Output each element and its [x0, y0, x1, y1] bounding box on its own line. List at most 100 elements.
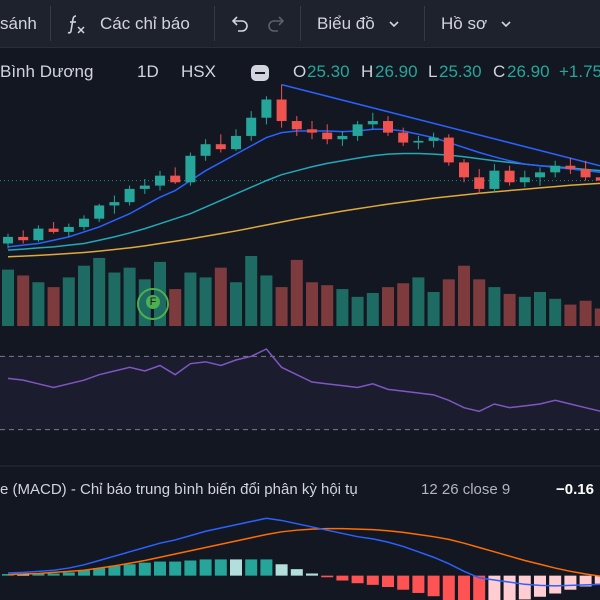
ma-mid-line — [7, 152, 600, 251]
macd-histogram-bar — [473, 575, 486, 600]
volume-bar — [230, 282, 242, 326]
volume-bar — [518, 296, 531, 326]
ma-slow-line — [7, 182, 600, 258]
symbol-name[interactable]: Bình Dương — [0, 62, 94, 81]
open-key: O — [293, 62, 307, 81]
volume-bar — [290, 259, 303, 326]
volume-bar — [184, 272, 197, 326]
event-marker-letter: F — [146, 295, 160, 309]
change-value: +1.75 — [559, 62, 600, 81]
undo-icon — [228, 13, 250, 35]
candle-body — [246, 117, 257, 136]
top-toolbar: sánh Các chỉ báo — [0, 0, 600, 48]
chevron-down-icon — [387, 17, 401, 31]
candle-body — [565, 165, 576, 170]
candle-body — [459, 162, 469, 178]
volume-bar — [503, 293, 516, 326]
chart-canvas[interactable] — [0, 48, 600, 600]
volume-bar — [306, 282, 318, 326]
toolbar-divider — [300, 6, 301, 41]
candle-body — [322, 132, 333, 140]
volume-bar — [199, 277, 212, 326]
candle-body — [580, 169, 591, 178]
macd-histogram-bar — [564, 575, 577, 590]
undo-button[interactable] — [228, 0, 250, 47]
macd-histogram-bar — [17, 574, 30, 576]
volume-bar — [260, 275, 273, 326]
low-key: L — [428, 62, 438, 81]
macd-histogram-bar — [154, 561, 166, 576]
symbol-legend: Bình Dương 1D HSX O 25.30 H 26.90 L 25.3… — [0, 58, 600, 86]
volume-bar — [534, 291, 546, 326]
candle-body — [443, 137, 454, 163]
macd-histogram-bar — [62, 572, 75, 576]
macd-histogram-bar — [503, 575, 516, 600]
volume-bar — [488, 287, 501, 326]
macd-histogram-bar — [184, 560, 197, 576]
macd-histogram-bar — [245, 559, 258, 576]
candle-body — [276, 99, 287, 122]
symbol-interval[interactable]: 1D — [137, 62, 159, 81]
low-value: 25.30 — [439, 62, 482, 81]
toolbar-divider — [424, 6, 425, 41]
high-value: 26.90 — [375, 62, 418, 81]
macd-legend: e (MACD) - Chỉ báo trung bình biến đổi p… — [0, 478, 600, 502]
collapse-icon[interactable] — [251, 65, 269, 81]
close-value: 26.90 — [507, 62, 550, 81]
volume-bar — [473, 279, 486, 326]
volume-bar — [366, 292, 379, 326]
redo-button[interactable] — [266, 0, 288, 47]
candle-body — [383, 121, 393, 133]
candle-body — [124, 188, 135, 203]
volume-bar — [458, 265, 470, 326]
volume-bar — [321, 285, 334, 326]
volume-bar — [47, 287, 60, 326]
candle-body — [155, 175, 165, 186]
macd-histogram-bar — [488, 575, 501, 600]
toolbar-divider — [50, 6, 51, 41]
volume-bar — [17, 275, 30, 326]
macd-histogram-bar — [594, 575, 600, 584]
ma-fast-line — [7, 128, 600, 248]
symbol-exchange[interactable]: HSX — [181, 62, 216, 81]
compare-button[interactable]: sánh — [0, 0, 37, 47]
macd-histogram-bar — [351, 575, 364, 584]
chart-type-dropdown[interactable]: Biểu đồ — [317, 0, 401, 47]
macd-histogram-bar — [169, 561, 182, 576]
macd-histogram-bar — [108, 565, 121, 576]
candle-body — [48, 228, 59, 232]
volume-bar — [93, 257, 106, 326]
compare-label: sánh — [0, 13, 37, 33]
profile-label: Hồ sơ — [441, 13, 488, 33]
volume-bar — [78, 265, 90, 326]
macd-histogram-bar — [230, 559, 242, 576]
volume-bar — [594, 308, 600, 326]
candle-body — [215, 144, 226, 150]
indicators-button[interactable]: Các chỉ báo — [66, 0, 190, 47]
macd-title: e (MACD) - Chỉ báo trung bình biến đổi p… — [0, 481, 358, 498]
macd-histogram-bar — [123, 564, 136, 576]
macd-histogram-bar — [336, 575, 349, 581]
macd-histogram-bar — [382, 575, 394, 588]
macd-histogram-bar — [32, 573, 45, 576]
macd-histogram-bar — [442, 575, 455, 600]
macd-histogram-bar — [397, 575, 410, 590]
candle-body — [413, 140, 424, 143]
macd-histogram-bar — [2, 574, 14, 576]
candle-body — [33, 228, 44, 241]
candle-body — [519, 177, 530, 183]
candle-body — [170, 175, 181, 183]
volume-bar — [62, 277, 75, 326]
volume-bar — [275, 287, 288, 326]
profile-dropdown[interactable]: Hồ sơ — [441, 0, 513, 47]
candle-body — [504, 170, 515, 183]
event-marker[interactable]: F — [137, 288, 169, 320]
volume-bar — [397, 283, 410, 326]
candle-body — [291, 121, 302, 130]
trendline — [281, 83, 600, 167]
candle-body — [109, 202, 120, 206]
volume-bar — [579, 300, 592, 326]
candle-body — [185, 155, 196, 183]
macd-histogram-bar — [275, 564, 288, 576]
indicators-label: Các chỉ báo — [100, 13, 190, 33]
